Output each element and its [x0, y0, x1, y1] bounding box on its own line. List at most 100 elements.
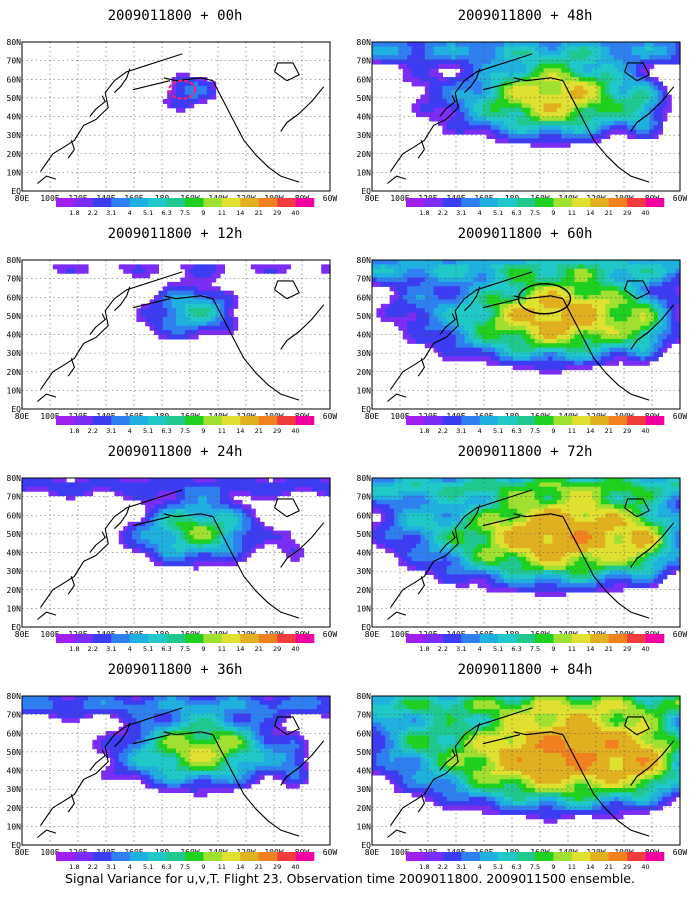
field-cell — [162, 735, 168, 741]
field-cell — [420, 312, 426, 318]
field-cell — [202, 268, 208, 274]
field-cell — [592, 125, 597, 131]
field-cell — [66, 482, 71, 488]
field-cell — [140, 735, 146, 741]
field-cell — [162, 766, 168, 772]
field-cell — [504, 268, 509, 274]
field-cell — [477, 273, 483, 279]
field-cell — [605, 260, 611, 265]
field-cell — [316, 482, 322, 488]
field-cell — [473, 299, 479, 305]
colorbar-swatch — [461, 198, 481, 207]
field-cell — [202, 330, 208, 336]
field-cell — [438, 268, 443, 274]
field-cell — [451, 260, 457, 265]
field-cell — [193, 700, 199, 706]
field-cell — [548, 85, 553, 91]
field-cell — [277, 744, 283, 750]
field-cell — [416, 42, 421, 47]
field-cell — [180, 717, 186, 723]
field-cell — [495, 90, 501, 96]
field-cell — [548, 129, 553, 135]
field-cell — [376, 260, 382, 265]
field-cell — [526, 134, 531, 140]
field-cell — [281, 735, 287, 741]
field-cell — [455, 98, 461, 104]
field-cell — [154, 330, 159, 336]
field-cell — [228, 521, 234, 527]
field-cell — [675, 46, 681, 52]
field-cell — [548, 134, 553, 140]
field-cell — [149, 517, 155, 523]
field-cell — [224, 709, 230, 715]
field-cell — [508, 330, 514, 336]
colorbar-swatch — [92, 198, 112, 207]
field-cell — [424, 50, 430, 56]
field-cell — [490, 107, 496, 113]
field-cell — [429, 338, 435, 344]
field-cell — [180, 312, 186, 318]
field-cell — [264, 486, 269, 492]
field-cell — [184, 94, 190, 100]
field-cell — [477, 268, 483, 274]
field-cell — [653, 286, 659, 292]
field-cell — [521, 330, 527, 336]
field-cell — [158, 513, 164, 519]
field-cell — [303, 700, 309, 706]
field-cell — [649, 42, 655, 47]
field-cell — [380, 273, 386, 279]
field-cell — [477, 308, 483, 314]
field-cell — [517, 286, 523, 292]
field-cell — [583, 290, 589, 296]
field-cell — [52, 704, 58, 710]
field-cell — [451, 286, 457, 292]
field-cell — [189, 98, 195, 104]
field-cell — [468, 334, 474, 340]
field-cell — [184, 81, 190, 87]
field-cell — [451, 50, 457, 56]
field-cell — [202, 495, 208, 501]
field-cell — [631, 281, 637, 287]
field-cell — [539, 268, 545, 274]
field-cell — [600, 116, 606, 122]
field-cell — [136, 491, 142, 497]
field-cell — [600, 299, 606, 305]
field-cell — [578, 312, 584, 318]
field-cell — [171, 334, 177, 340]
field-cell — [433, 103, 439, 109]
field-cell — [618, 77, 624, 83]
field-cell — [539, 299, 545, 305]
field-cell — [552, 134, 558, 140]
field-cell — [468, 50, 474, 56]
field-cell — [154, 717, 159, 723]
field-cell — [433, 303, 439, 309]
field-cell — [202, 748, 208, 754]
field-cell — [167, 303, 173, 309]
field-cell — [242, 713, 247, 719]
field-cell — [145, 748, 151, 754]
field-cell — [446, 59, 452, 65]
field-cell — [609, 312, 615, 318]
field-cell — [570, 308, 575, 314]
field-cell — [198, 264, 203, 270]
field-cell — [433, 308, 439, 314]
field-cell — [596, 334, 602, 340]
field-cell — [446, 312, 452, 318]
field-cell — [574, 273, 580, 279]
field-cell — [202, 521, 208, 527]
field-cell — [268, 491, 274, 497]
field-cell — [649, 277, 655, 283]
field-cell — [627, 129, 633, 135]
field-cell — [171, 722, 177, 728]
field-cell — [316, 700, 322, 706]
field-cell — [154, 748, 159, 754]
field-cell — [132, 264, 137, 270]
field-cell — [259, 534, 265, 540]
field-cell — [237, 770, 243, 776]
field-cell — [149, 312, 155, 318]
field-cell — [389, 295, 395, 301]
field-cell — [193, 565, 199, 571]
field-cell — [539, 107, 545, 113]
field-cell — [211, 273, 217, 279]
field-cell — [127, 491, 133, 497]
